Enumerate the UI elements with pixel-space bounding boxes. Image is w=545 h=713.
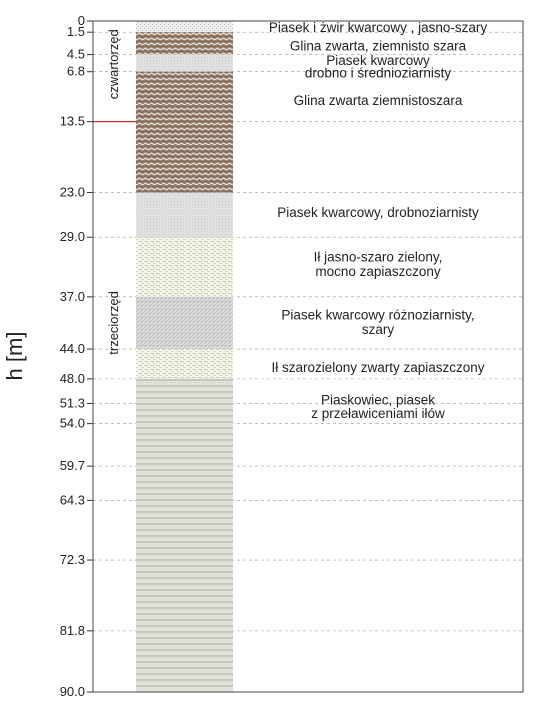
y-tick-label: 81.8 [60,623,85,638]
layer-descriptions: Piasek i żwir kwarcowy , jasno-szary Glin… [269,20,488,421]
plot-border [92,20,524,693]
layer-2-fill [136,54,233,72]
layer-5-fill [136,237,233,297]
layer-7-fill [136,349,233,379]
layer-8-label: z przeławiceniami iłów [311,406,445,421]
layer-2-label: drobno i średnioziarnisty [305,65,452,80]
y-tick-label: 90.0 [60,684,85,699]
layer-1-label: Glina zwarta, ziemnisto szara [290,39,467,54]
y-axis: 01.5 4.5 6.8 13.5 23.0 29.0 37.0 44.0 48.0 51.3 54… [60,13,93,699]
strata-column [136,21,233,692]
y-axis-title: h [m] [2,332,27,381]
y-tick-label: 13.5 [60,114,85,129]
period-label-1: trzeciorzęd [106,291,121,355]
y-tick-label: 6.8 [67,64,85,79]
layer-5-label: Ił jasno-szaro zielony, [314,250,443,265]
y-tick-label: 1.5 [67,24,85,39]
y-tick-label: 59.7 [60,458,85,473]
layer-4-label: Piasek kwarcowy, drobnoziarnisty [277,205,479,220]
period-labels: czwartorzęd trzeciorzęd [106,29,121,355]
layer-6-label: szary [362,322,395,337]
y-tick-label: 72.3 [60,552,85,567]
y-tick-label: 48.0 [60,371,85,386]
layer-0-label: Piasek i żwir kwarcowy , jasno-szary [269,20,488,35]
y-tick-label: 29.0 [60,229,85,244]
layer-8-fill [136,378,233,692]
y-tick-label: 54.0 [60,416,85,431]
layer-0-fill [136,21,233,33]
y-tick-label: 64.3 [60,492,85,507]
layer-7-label: Ił szarozielony zwarty zapiaszczony [271,360,484,375]
layer-6-label: Piasek kwarcowy różnoziarnisty, [281,308,474,323]
layer-1-fill [136,32,233,55]
y-tick-label: 51.3 [60,395,85,410]
y-tick-label: 23.0 [60,184,85,199]
y-tick-label: 0 [78,13,85,28]
layer-5-label: mocno zapiaszczony [315,264,441,279]
layer-3-label: Glina zwarta ziemnistoszara [294,93,463,108]
period-label-0: czwartorzęd [106,29,121,99]
layer-4-fill [136,192,233,238]
layer-2-label: Piasek kwarcowy [326,53,430,68]
layer-3-fill [136,71,233,193]
layer-8-label: Piaskowiec, piasek [321,393,435,408]
y-tick-label: 44.0 [60,341,85,356]
y-tick-label: 4.5 [67,47,85,62]
plot-frame [92,20,524,693]
y-tick-label: 37.0 [60,289,85,304]
layer-6-fill [136,296,233,350]
